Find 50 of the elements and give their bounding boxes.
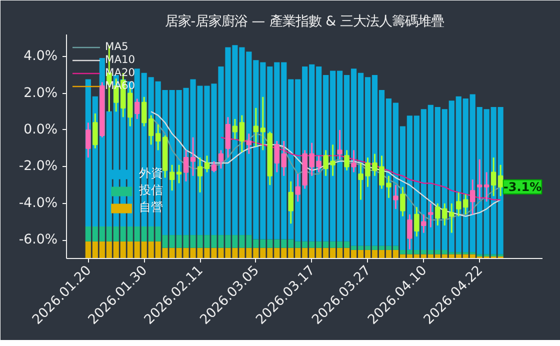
- y-tick-label: 2.0%: [24, 86, 58, 101]
- candlestick: [260, 96, 266, 151]
- legend-label: MA60: [105, 79, 136, 92]
- candlestick: [176, 164, 182, 184]
- candlestick: [155, 124, 161, 151]
- candlestick: [253, 107, 259, 148]
- candlestick: [484, 171, 490, 202]
- candlestick: [295, 173, 300, 202]
- y-tick-label: 0.0%: [24, 122, 58, 138]
- candlestick: [414, 206, 420, 238]
- candlestick: [190, 136, 196, 177]
- candlestick: [92, 112, 98, 150]
- candlestick: [148, 114, 154, 146]
- candlestick: [274, 140, 280, 173]
- candlestick: [490, 156, 496, 197]
- candlestick: [400, 186, 406, 218]
- candlestick: [337, 129, 342, 160]
- candlestick: [449, 202, 454, 234]
- legend-label: MA5: [105, 40, 128, 53]
- y-tick-label: 4.0%: [24, 49, 58, 64]
- candlestick: [421, 214, 426, 234]
- candlestick: [204, 154, 210, 173]
- candlestick: [463, 193, 468, 216]
- candlestick: [197, 156, 203, 194]
- y-tick-label: -2.0%: [18, 159, 58, 174]
- candlestick: [281, 140, 286, 177]
- candlestick: [344, 149, 350, 172]
- candlestick: [169, 164, 175, 192]
- candlestick: [211, 160, 217, 173]
- candlestick: [239, 114, 245, 153]
- candlestick: [218, 149, 224, 170]
- candlestick: [183, 149, 189, 182]
- candlestick: [456, 192, 462, 218]
- candlestick: [470, 178, 476, 216]
- candlestick: [498, 164, 504, 197]
- candlestick: [288, 180, 294, 224]
- annotation: -3.1%: [503, 180, 542, 194]
- candlestick: [428, 202, 434, 228]
- candlestick: [225, 116, 231, 158]
- y-tick-label: -4.0%: [18, 196, 58, 211]
- y-tick-label: -6.0%: [18, 232, 58, 248]
- candlestick: [476, 158, 482, 200]
- candlestick: [246, 132, 252, 155]
- candlestick: [134, 98, 140, 120]
- candlestick: [232, 118, 238, 140]
- chart-title: 居家-居家廚浴 — 產業指數 & 三大法人籌碼堆疊: [164, 14, 444, 30]
- candlestick: [351, 149, 356, 173]
- candlestick: [393, 184, 398, 210]
- candlestick: [86, 122, 91, 158]
- candlestick: [141, 96, 147, 128]
